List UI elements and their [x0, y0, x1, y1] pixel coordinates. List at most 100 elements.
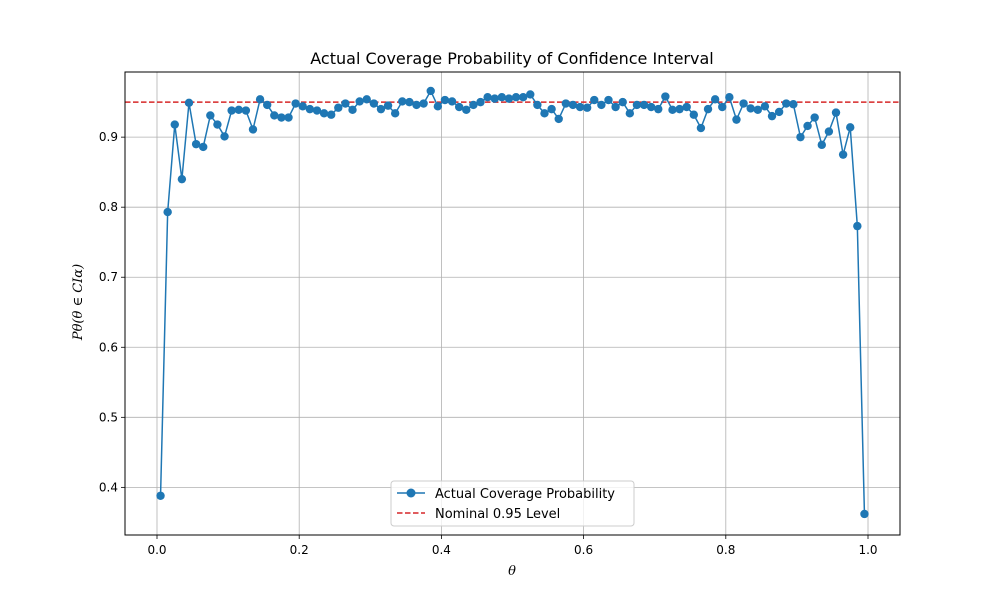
coverage-point [383, 101, 393, 110]
coverage-point [504, 94, 514, 103]
coverage-point [227, 106, 236, 115]
coverage-point [810, 113, 819, 122]
legend-box [390, 480, 635, 527]
coverage-point [348, 105, 357, 115]
coverage-point [263, 100, 272, 110]
coverage-point [725, 93, 734, 102]
coverage-point [476, 97, 485, 107]
coverage-point [774, 107, 784, 117]
coverage-point [255, 95, 265, 104]
coverage-point [846, 123, 855, 132]
coverage-point [298, 102, 307, 111]
y-tick-label: 0.5 [99, 410, 118, 424]
coverage-point [782, 99, 791, 108]
coverage-point [547, 104, 556, 114]
coverage-point [355, 97, 364, 106]
coverage-point [789, 100, 798, 109]
coverage-point [831, 108, 841, 117]
coverage-point [341, 99, 350, 108]
coverage-point [199, 142, 208, 152]
x-tick-label: 0.8 [716, 543, 735, 557]
coverage-point [582, 103, 592, 112]
coverage-point [213, 120, 222, 129]
coverage-point [405, 97, 414, 107]
coverage-point [170, 120, 179, 129]
chart-title: Actual Coverage Probability of Confidenc… [310, 49, 713, 68]
coverage-point [184, 98, 194, 108]
coverage-point [248, 125, 258, 134]
coverage-point [639, 100, 649, 110]
y-tick-label: 0.7 [99, 270, 118, 284]
coverage-point [469, 100, 478, 110]
coverage-point [739, 99, 748, 108]
coverage-point [561, 99, 571, 108]
series-layer [156, 86, 869, 519]
coverage-point [718, 102, 727, 112]
coverage-point [433, 102, 443, 111]
x-tick-label: 1.0 [858, 543, 877, 557]
coverage-point [661, 92, 670, 101]
coverage-point [533, 100, 542, 110]
coverage-point [625, 109, 635, 118]
coverage-point [312, 106, 322, 115]
x-axis-label: θ [508, 564, 516, 579]
coverage-point [483, 93, 492, 102]
coverage-point [270, 111, 279, 120]
coverage-point [838, 150, 848, 159]
coverage-point [454, 102, 464, 112]
coverage-point [440, 95, 450, 105]
coverage-point [682, 102, 691, 112]
legend: Actual Coverage Probability Nominal 0.95… [390, 480, 635, 527]
coverage-point [568, 100, 578, 110]
coverage-point [234, 105, 243, 115]
coverage-point [668, 105, 677, 115]
coverage-point [604, 95, 613, 105]
coverage-point [618, 97, 627, 107]
coverage-point [362, 95, 371, 104]
coverage-point [803, 121, 812, 131]
coverage-point [277, 113, 286, 122]
coverage-point [462, 105, 471, 115]
legend-label-nominal: Nominal 0.95 Level [435, 507, 560, 522]
coverage-point [860, 509, 869, 519]
coverage-point [191, 139, 201, 149]
coverage-point [817, 140, 826, 150]
y-axis: 0.4 0.5 0.6 0.7 0.8 0.9 [99, 130, 125, 494]
coverage-point [490, 94, 499, 103]
y-tick-label: 0.4 [99, 480, 118, 494]
y-tick-label: 0.6 [99, 340, 118, 354]
coverage-point [412, 100, 421, 110]
x-tick-label: 0.2 [290, 543, 309, 557]
x-tick-label: 0.0 [147, 543, 166, 557]
coverage-point [590, 95, 599, 105]
coverage-point [447, 97, 457, 106]
coverage-point [824, 127, 834, 136]
coverage-point [710, 95, 720, 104]
x-tick-label: 0.6 [574, 543, 593, 557]
coverage-point [575, 102, 585, 112]
y-tick-label: 0.9 [99, 130, 118, 144]
coverage-point [319, 109, 329, 118]
coverage-point [732, 115, 741, 124]
coverage-point [369, 99, 379, 108]
coverage-point [518, 93, 528, 102]
coverage-point [334, 103, 343, 112]
y-axis-label: Pθ(θ ∈ CIα) [71, 264, 86, 341]
coverage-point [554, 114, 563, 124]
coverage-point [511, 93, 521, 102]
coverage-point [220, 132, 229, 141]
legend-marker-coverage [406, 488, 416, 498]
coverage-point [746, 104, 755, 113]
coverage-point [654, 104, 663, 114]
coverage-point [675, 104, 684, 114]
coverage-point [419, 99, 428, 108]
coverage-point [326, 110, 336, 119]
coverage-point [753, 105, 762, 115]
coverage-point [291, 99, 300, 108]
coverage-point [497, 93, 507, 102]
coverage-point [689, 110, 699, 119]
coverage-point [390, 109, 400, 118]
x-tick-label: 0.4 [432, 543, 451, 557]
coverage-point [540, 109, 549, 118]
coverage-point [177, 174, 187, 184]
